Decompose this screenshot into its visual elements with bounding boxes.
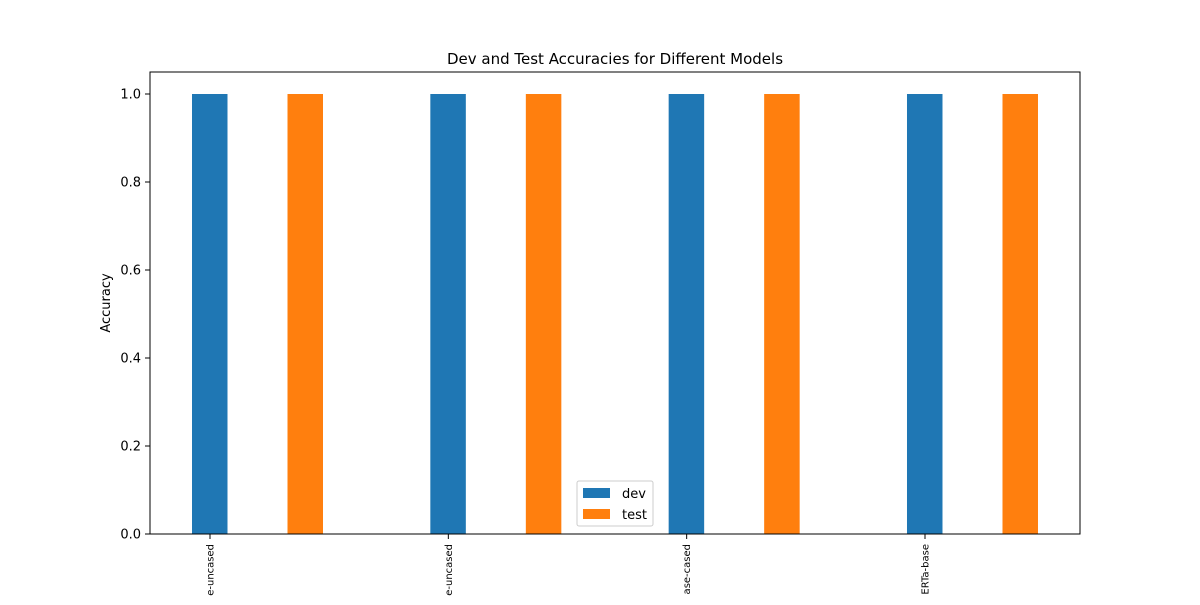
x-tick-label: e-uncased — [206, 544, 217, 596]
bar-test-2 — [525, 94, 562, 534]
bars-group — [192, 94, 1038, 534]
y-axis-label: Accuracy — [99, 273, 114, 333]
legend-swatch-test — [583, 509, 610, 519]
legend-label-test: test — [622, 508, 647, 523]
y-tick-label: 0.6 — [120, 264, 141, 279]
chart-title: Dev and Test Accuracies for Different Mo… — [447, 50, 783, 68]
y-tick-label: 0.0 — [120, 528, 141, 543]
x-tick-label: e-uncased — [444, 544, 455, 596]
legend-swatch-dev — [583, 488, 610, 498]
legend: dev test — [576, 480, 654, 527]
bar-dev-1 — [192, 94, 228, 534]
y-tick-label: 0.4 — [120, 352, 141, 367]
x-tick-label: ERTa-base — [920, 544, 931, 595]
y-axis-ticks: 0.0 0.2 0.4 0.6 0.8 1.0 — [120, 88, 150, 543]
bar-test-1 — [287, 94, 323, 534]
plot-frame — [149, 71, 1081, 535]
bar-dev-3 — [668, 94, 705, 534]
legend-label-dev: dev — [622, 487, 646, 502]
x-axis-ticks: e-uncased e-uncased ase-cased ERTa-base — [206, 534, 931, 596]
y-tick-label: 1.0 — [120, 88, 141, 103]
y-tick-label: 0.8 — [120, 176, 141, 191]
bar-test-3 — [764, 94, 800, 534]
bar-dev-4 — [906, 94, 943, 534]
y-tick-label: 0.2 — [120, 440, 141, 455]
x-tick-label: ase-cased — [682, 544, 693, 594]
bar-dev-2 — [430, 94, 466, 534]
bar-test-4 — [1002, 94, 1038, 534]
